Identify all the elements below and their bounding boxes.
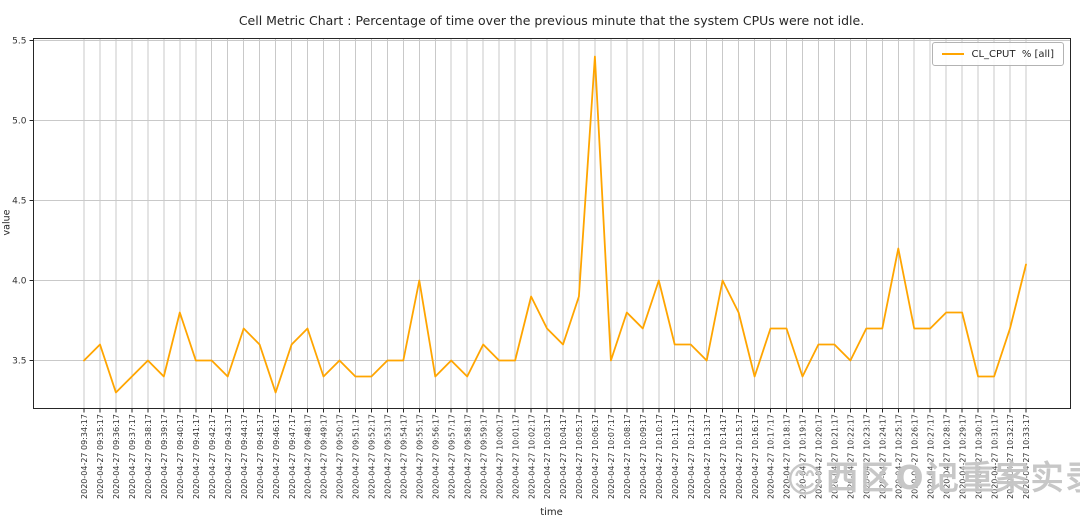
y-tick-label: 4.5 <box>12 197 26 207</box>
x-tick-label: 2020-04-27 10:09:17 <box>639 414 648 499</box>
x-tick-label: 2020-04-27 10:17:17 <box>767 414 776 499</box>
x-tick-label: 2020-04-27 09:43:17 <box>224 414 233 499</box>
y-tick-label: 5.0 <box>12 117 27 127</box>
x-tick-label: 2020-04-27 10:27:17 <box>926 414 935 499</box>
x-tick-label: 2020-04-27 10:32:17 <box>1006 414 1015 499</box>
x-tick-label: 2020-04-27 09:57:17 <box>447 414 456 499</box>
series-line <box>83 55 1027 394</box>
x-tick-label: 2020-04-27 09:46:17 <box>272 414 281 499</box>
x-tick-label: 2020-04-27 10:31:17 <box>990 414 999 499</box>
x-tick-label: 2020-04-27 10:21:17 <box>831 414 840 499</box>
watermark: 😊西区O记重案实录 <box>786 451 1080 501</box>
x-tick-label: 2020-04-27 09:55:17 <box>416 414 425 499</box>
x-tick-label: 2020-04-27 10:24:17 <box>879 414 888 499</box>
y-tick-labels: 3.5 4.0 4.5 5.0 5.5 <box>12 37 27 367</box>
x-tick-label: 2020-04-27 10:23:17 <box>863 414 872 499</box>
watermark-text: 西区O记重案实录 <box>825 458 1080 497</box>
x-tick-label: 2020-04-27 10:14:17 <box>719 414 728 499</box>
x-tick-label: 2020-04-27 09:56:17 <box>432 414 441 499</box>
x-tick-label: 2020-04-27 09:51:17 <box>352 414 361 499</box>
x-gridlines <box>83 38 1027 409</box>
x-tick-label: 2020-04-27 10:02:17 <box>527 414 536 499</box>
x-tick-label: 2020-04-27 09:44:17 <box>240 414 249 499</box>
x-tick-label: 2020-04-27 09:47:17 <box>288 414 297 499</box>
x-tick-label: 2020-04-27 10:33:17 <box>1022 414 1031 499</box>
x-tick-label: 2020-04-27 10:13:17 <box>703 414 712 499</box>
x-tick-label: 2020-04-27 09:49:17 <box>320 414 329 499</box>
x-tick-label: 2020-04-27 09:40:17 <box>176 414 185 499</box>
x-tick-label: 2020-04-27 10:15:17 <box>735 414 744 499</box>
x-tick-label: 2020-04-27 09:41:17 <box>192 414 201 499</box>
x-tick-label: 2020-04-27 10:00:17 <box>495 414 504 499</box>
chart-title: Cell Metric Chart : Percentage of time o… <box>238 13 865 28</box>
x-tick-label: 2020-04-27 09:35:17 <box>96 414 105 499</box>
x-axis-label: time <box>540 507 563 518</box>
y-gridlines <box>33 40 1071 361</box>
x-tick-label: 2020-04-27 09:39:17 <box>160 414 169 499</box>
x-tick-label: 2020-04-27 10:28:17 <box>942 414 951 499</box>
x-tick-label: 2020-04-27 09:36:17 <box>112 414 121 499</box>
x-tick-label: 2020-04-27 10:18:17 <box>783 414 792 499</box>
y-tick-label: 4.0 <box>12 277 27 287</box>
x-tick-label: 2020-04-27 09:42:17 <box>208 414 217 499</box>
x-tick-label: 2020-04-27 09:53:17 <box>384 414 393 499</box>
legend: CL_CPUT % [all] <box>932 42 1064 66</box>
x-tick-label: 2020-04-27 10:29:17 <box>958 414 967 499</box>
legend-label: CL_CPUT % [all] <box>971 48 1054 60</box>
x-tick-labels: 2020-04-27 09:34:17 2020-04-27 09:35:17 20… <box>80 414 1031 499</box>
y-tick-label: 5.5 <box>12 37 26 47</box>
x-tick-label: 2020-04-27 09:37:17 <box>128 414 137 499</box>
x-tick-label: 2020-04-27 09:50:17 <box>336 414 345 499</box>
x-tick-label: 2020-04-27 10:19:17 <box>799 414 808 499</box>
smiley-emoji-icon: 😊 <box>786 460 826 501</box>
x-tick-label: 2020-04-27 09:54:17 <box>400 414 409 499</box>
x-tick-label: 2020-04-27 09:38:17 <box>144 414 153 499</box>
x-tick-label: 2020-04-27 10:25:17 <box>895 414 904 499</box>
x-tick-label: 2020-04-27 10:22:17 <box>847 414 856 499</box>
y-axis-label: value <box>1 209 13 236</box>
plot-border <box>33 38 1071 409</box>
x-tick-label: 2020-04-27 10:11:17 <box>671 414 680 499</box>
y-tick-label: 3.5 <box>12 357 26 367</box>
x-tick-label: 2020-04-27 10:16:17 <box>751 414 760 499</box>
x-tick-label: 2020-04-27 10:12:17 <box>687 414 696 499</box>
axis-ticks <box>29 40 1027 413</box>
x-tick-label: 2020-04-27 09:52:17 <box>368 414 377 499</box>
x-tick-label: 2020-04-27 09:48:17 <box>304 414 313 499</box>
x-tick-label: 2020-04-27 10:30:17 <box>974 414 983 499</box>
x-tick-label: 2020-04-27 10:06:17 <box>591 414 600 499</box>
x-tick-label: 2020-04-27 09:58:17 <box>463 414 472 499</box>
x-tick-label: 2020-04-27 09:45:17 <box>256 414 265 499</box>
x-tick-label: 2020-04-27 10:04:17 <box>559 414 568 499</box>
x-tick-label: 2020-04-27 09:34:17 <box>80 414 89 499</box>
x-tick-label: 2020-04-27 10:01:17 <box>511 414 520 499</box>
x-tick-label: 2020-04-27 10:20:17 <box>815 414 824 499</box>
x-tick-label: 2020-04-27 10:26:17 <box>910 414 919 499</box>
x-tick-label: 2020-04-27 10:05:17 <box>575 414 584 499</box>
x-tick-label: 2020-04-27 10:10:17 <box>655 414 664 499</box>
x-tick-label: 2020-04-27 09:59:17 <box>479 414 488 499</box>
legend-line-swatch <box>942 53 965 55</box>
x-tick-label: 2020-04-27 10:03:17 <box>543 414 552 499</box>
x-tick-label: 2020-04-27 10:08:17 <box>623 414 632 499</box>
x-tick-label: 2020-04-27 10:07:17 <box>607 414 616 499</box>
